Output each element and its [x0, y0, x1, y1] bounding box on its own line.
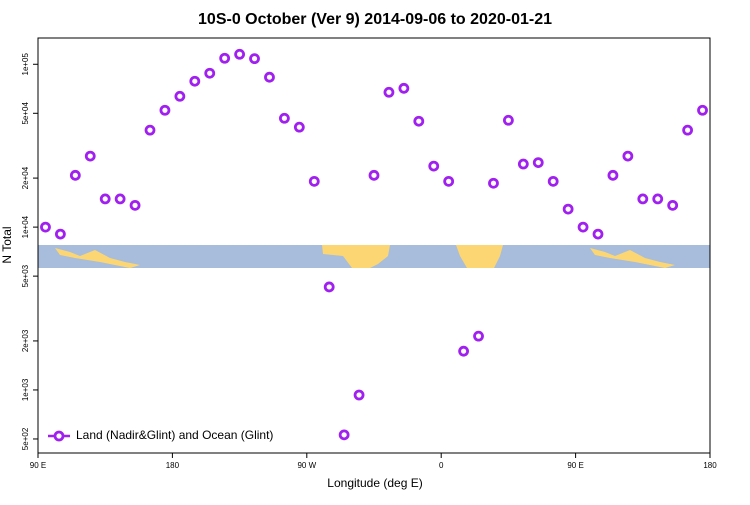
data-point	[338, 429, 350, 441]
data-point	[592, 228, 604, 240]
data-point	[99, 193, 111, 205]
x-tick-label: 90 E	[567, 461, 583, 470]
y-tick-label: 5e+02	[21, 427, 30, 450]
y-tick-label: 1e+05	[21, 52, 30, 75]
chart-title: 10S-0 October (Ver 9) 2014-09-06 to 2020…	[198, 11, 552, 28]
data-point	[502, 114, 514, 126]
data-point	[667, 199, 679, 211]
map-strip	[38, 245, 710, 268]
data-point	[458, 345, 470, 357]
x-tick-label: 90 E	[30, 461, 46, 470]
y-tick-label: 1e+03	[21, 378, 30, 401]
data-point	[264, 71, 275, 83]
data-point	[682, 124, 693, 136]
data-point	[652, 193, 664, 205]
data-point	[114, 193, 126, 205]
legend-label: Land (Nadir&Glint) and Ocean (Glint)	[76, 428, 273, 442]
data-point	[488, 177, 499, 189]
y-tick-label: 1e+04	[21, 215, 30, 238]
data-point	[293, 121, 305, 133]
data-point	[577, 221, 589, 233]
x-tick-label: 90 W	[297, 461, 316, 470]
data-point	[249, 53, 260, 65]
data-point	[383, 86, 395, 98]
data-point	[637, 193, 649, 205]
x-tick-label: 0	[439, 461, 444, 470]
data-point	[353, 389, 365, 401]
data-point	[234, 48, 246, 60]
data-point	[398, 82, 410, 94]
legend-marker	[53, 430, 65, 442]
data-point	[219, 52, 231, 64]
x-tick-label: 180	[166, 461, 180, 470]
data-point	[129, 199, 141, 211]
x-axis-label: Longitude (deg E)	[327, 476, 422, 490]
data-point	[622, 150, 634, 162]
y-tick-label: 5e+03	[21, 264, 30, 287]
data-point	[55, 228, 66, 240]
x-tick-label: 180	[703, 461, 717, 470]
data-point	[607, 169, 619, 181]
data-point	[562, 203, 574, 215]
data-point	[40, 221, 51, 233]
data-point	[69, 169, 81, 181]
data-point	[159, 104, 171, 116]
y-tick-label: 2e+03	[21, 329, 30, 352]
data-point	[697, 104, 708, 116]
data-point	[473, 330, 484, 342]
data-point	[204, 67, 216, 79]
data-point	[323, 281, 335, 293]
data-point	[84, 150, 96, 162]
y-tick-label: 2e+04	[21, 166, 30, 189]
data-point	[428, 160, 440, 172]
data-point	[413, 115, 425, 127]
data-point	[189, 75, 201, 87]
data-point	[532, 157, 544, 168]
data-point	[368, 169, 380, 181]
data-point	[517, 158, 529, 170]
y-tick-label: 5e+04	[21, 102, 30, 125]
plot-frame	[37, 37, 711, 454]
y-axis-label: N Total	[0, 226, 14, 263]
data-point	[144, 124, 156, 136]
data-point	[308, 175, 320, 187]
data-point	[278, 112, 290, 124]
data-point	[443, 175, 455, 187]
data-point	[547, 175, 559, 187]
data-point	[174, 90, 186, 102]
